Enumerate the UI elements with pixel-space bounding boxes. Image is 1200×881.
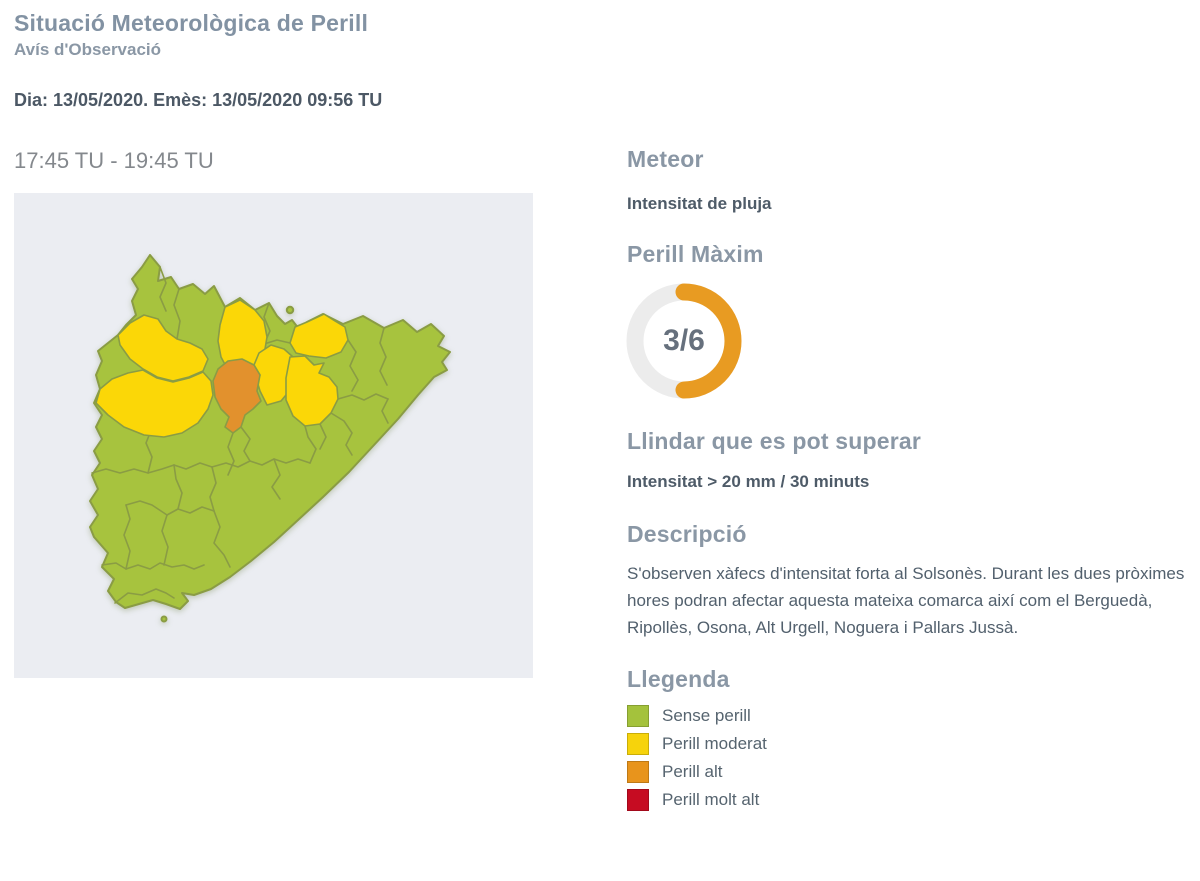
threshold-heading: Llindar que es pot superar bbox=[627, 428, 922, 454]
legend-item-sense-perill: Sense perill bbox=[627, 702, 1200, 730]
max-danger-heading: Perill Màxim bbox=[627, 241, 764, 267]
legend-label: Sense perill bbox=[662, 706, 751, 725]
map-region-osona bbox=[285, 355, 339, 427]
meteor-heading: Meteor bbox=[627, 146, 704, 172]
catalonia-comarques-map bbox=[89, 254, 451, 623]
legend-item-perill-moderat: Perill moderat bbox=[627, 730, 1200, 758]
gauge-value: 3/6 bbox=[663, 324, 705, 357]
map-region-solsones bbox=[212, 358, 262, 434]
description-heading: Descripció bbox=[627, 521, 747, 547]
map-region-noguera bbox=[95, 369, 214, 438]
legend-swatch-green bbox=[627, 705, 649, 727]
meteor-value: Intensitat de pluja bbox=[627, 194, 772, 213]
legend-swatch-yellow bbox=[627, 733, 649, 755]
legend-swatch-orange bbox=[627, 761, 649, 783]
legend-item-perill-molt-alt: Perill molt alt bbox=[627, 786, 1200, 814]
description-text: S'observen xàfecs d'intensitat forta al … bbox=[627, 564, 1185, 637]
map-exclave-dot bbox=[285, 305, 295, 315]
legend-heading: Llegenda bbox=[627, 666, 730, 692]
gauge-ring bbox=[626, 283, 742, 399]
map-region-ripolles bbox=[289, 313, 349, 359]
header: Situació Meteorològica de Perill Avís d'… bbox=[14, 10, 368, 60]
page-title: Situació Meteorològica de Perill bbox=[14, 10, 369, 36]
gauge-arc bbox=[626, 283, 742, 399]
threshold-value: Intensitat > 20 mm / 30 minuts bbox=[627, 472, 870, 491]
map-region-pallars-jussa bbox=[117, 314, 209, 382]
legend-list: Sense perill Perill moderat Perill alt P… bbox=[627, 702, 1200, 814]
legend-item-perill-alt: Perill alt bbox=[627, 758, 1200, 786]
map-islet-dot bbox=[160, 615, 168, 623]
details-panel: Meteor Intensitat de pluja Perill Màxim … bbox=[624, 146, 1200, 814]
issued-line: Dia: 13/05/2020. Emès: 13/05/2020 09:56 … bbox=[14, 90, 383, 110]
legend-label: Perill molt alt bbox=[662, 790, 760, 809]
time-range: 17:45 TU - 19:45 TU bbox=[14, 148, 214, 173]
legend-label: Perill moderat bbox=[662, 734, 767, 753]
legend-label: Perill alt bbox=[662, 762, 723, 781]
legend-swatch-red bbox=[627, 789, 649, 811]
max-danger-gauge: 3/6 bbox=[624, 281, 744, 401]
map-container bbox=[14, 193, 533, 678]
page-subtitle: Avís d'Observació bbox=[14, 40, 162, 59]
map-comarca-borders bbox=[91, 266, 389, 604]
